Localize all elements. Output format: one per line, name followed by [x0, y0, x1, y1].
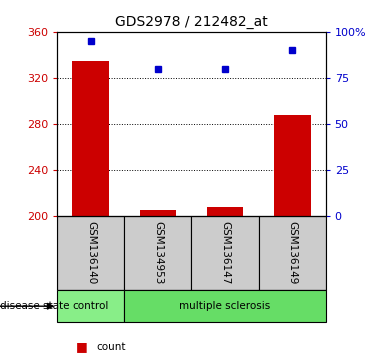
Bar: [57, 216, 124, 290]
Text: control: control: [73, 301, 109, 311]
Bar: [206, 207, 243, 216]
Bar: [57, 290, 124, 322]
Text: multiple sclerosis: multiple sclerosis: [179, 301, 270, 311]
Text: count: count: [96, 342, 126, 352]
Text: disease state: disease state: [0, 301, 70, 311]
Bar: [73, 61, 109, 216]
Text: GSM136140: GSM136140: [86, 222, 96, 285]
Bar: [274, 115, 310, 216]
Text: GSM136149: GSM136149: [287, 221, 297, 285]
Text: ■: ■: [76, 341, 88, 353]
Title: GDS2978 / 212482_at: GDS2978 / 212482_at: [115, 16, 268, 29]
Bar: [124, 290, 326, 322]
Bar: [124, 216, 192, 290]
Text: GSM134953: GSM134953: [153, 221, 163, 285]
Text: GSM136147: GSM136147: [220, 221, 230, 285]
Bar: [139, 210, 176, 216]
Bar: [259, 216, 326, 290]
Bar: [192, 216, 259, 290]
